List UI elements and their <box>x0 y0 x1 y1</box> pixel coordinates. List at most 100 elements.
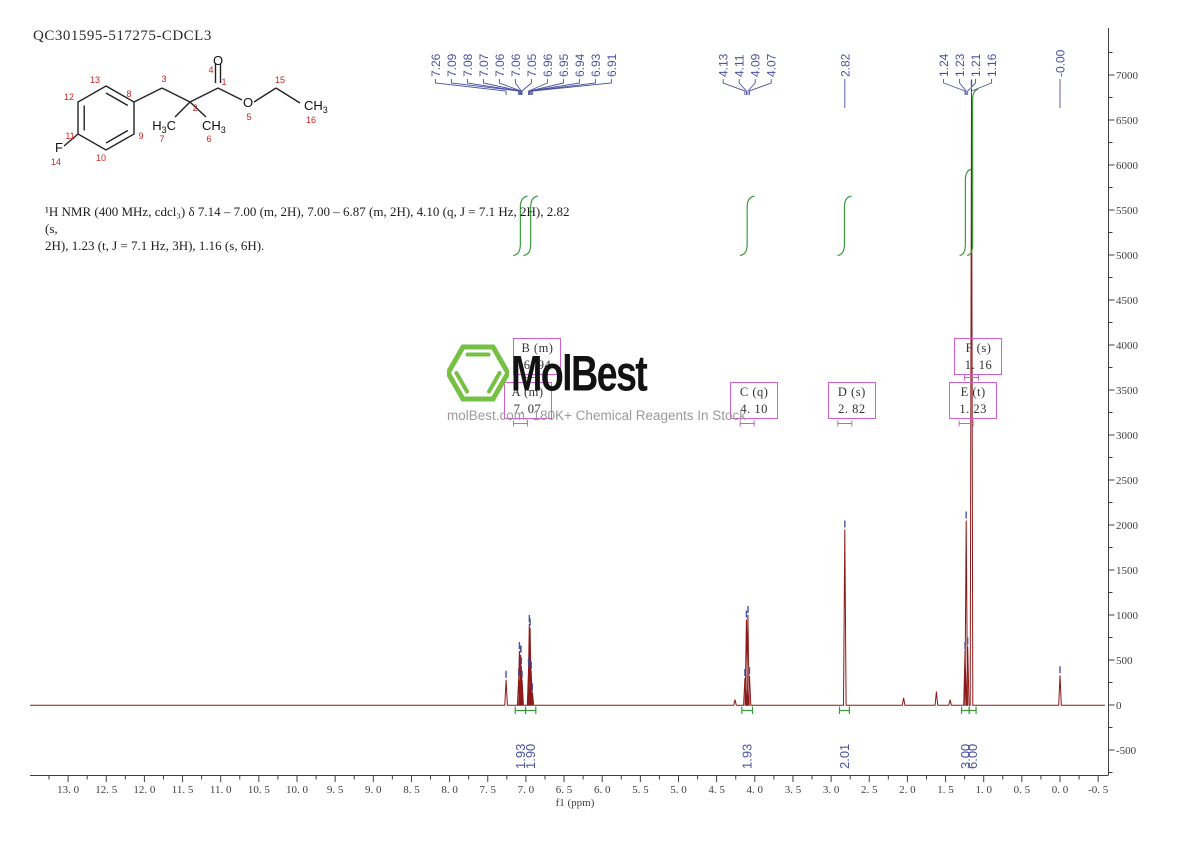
nmr-text-line2: 2H), 1.23 (t, J = 7.1 Hz, 3H), 1.16 (s, … <box>45 238 265 253</box>
svg-text:6: 6 <box>206 134 211 144</box>
x-axis-tick-label: 1. 0 <box>975 784 992 796</box>
y-axis-tick-label: 3000 <box>1116 430 1139 442</box>
peak-top-markers <box>505 79 1061 691</box>
x-axis-tick-label: 5. 0 <box>670 784 687 796</box>
peak-labels: 7.26 7.09 7.08 7.07 7.06 7.06 7.05 6.96 6.95 6.94… <box>429 49 1068 77</box>
y-axis-tick-label: 5500 <box>1116 205 1139 217</box>
svg-text:9: 9 <box>138 131 143 141</box>
assignment-value: 1. 23 <box>959 401 987 416</box>
peak-assignment-box-E: E (t) 1. 23 <box>949 382 998 419</box>
x-axis-tick-label: -0. 5 <box>1088 784 1109 796</box>
y-axis-tick-label: 6000 <box>1116 160 1139 172</box>
integration-value: 1.90 <box>523 744 538 769</box>
peak-label-fan-line <box>450 79 520 95</box>
peak-label: 2.82 <box>838 53 852 77</box>
peak-label: 6.91 <box>605 53 619 77</box>
atom-label-ester-o: O <box>243 95 253 110</box>
y-axis-tick-label: 1500 <box>1116 565 1139 577</box>
page-title: QC301595-517275-CDCL3 <box>33 28 212 44</box>
x-axis-tick-label: 5. 5 <box>632 784 649 796</box>
x-axis-tick-label: 0. 0 <box>1052 784 1069 796</box>
x-axis-tick-label: 10. 5 <box>248 784 271 796</box>
peak-label-fan-line <box>747 79 756 95</box>
peak-label-fan-line <box>528 79 548 95</box>
integration-value: 3.00 <box>958 744 973 769</box>
x-axis-tick-label: 13. 0 <box>57 784 80 796</box>
peak-label-fan-line <box>521 79 532 95</box>
x-axis-tick-label: 3. 5 <box>785 784 802 796</box>
assignment-label: F (s) <box>965 341 992 355</box>
y-axis-tick-label: -500 <box>1116 745 1137 757</box>
peak-label: 7.06 <box>493 53 507 77</box>
assignment-value: 6. 94 <box>523 357 552 372</box>
peak-label: 4.09 <box>749 53 763 77</box>
integral-curve <box>959 168 972 257</box>
y-axis-tick-label: 6500 <box>1116 115 1139 127</box>
peak-label-fan-line <box>529 79 580 95</box>
atom-label-fluorine: F <box>55 140 63 155</box>
svg-text:14: 14 <box>51 157 61 167</box>
x-axis-tick-label: 7. 5 <box>480 784 497 796</box>
peak-label: 7.05 <box>525 53 539 77</box>
x-axis-tick-label: 6. 0 <box>594 784 611 796</box>
molecule-structure-diagram: O O F H3C CH3 CH3 1 2 3 4 5 6 7 8 9 10 1… <box>51 53 328 167</box>
x-axis-tick-label: 9. 0 <box>365 784 382 796</box>
peak-label-fan-line <box>466 79 520 95</box>
y-axis-tick-label: 5000 <box>1116 250 1139 262</box>
peak-label-fan-line <box>959 79 967 95</box>
peak-label: 6.96 <box>541 53 555 77</box>
y-axis-tick-label: 4500 <box>1116 295 1139 307</box>
assignment-label: E (t) <box>960 385 986 399</box>
x-axis-tick-label: 4. 0 <box>747 784 764 796</box>
peak-label-fan-line <box>967 79 977 95</box>
x-axis-tick-label: 2. 0 <box>899 784 916 796</box>
svg-text:1: 1 <box>221 77 226 87</box>
peak-assignment-box-A: A (m) 7. 07 <box>503 382 552 419</box>
svg-text:10: 10 <box>96 153 106 163</box>
integral-curves <box>513 88 979 714</box>
x-axis-tick-label: 11. 5 <box>172 784 194 796</box>
peak-label: 7.09 <box>445 53 459 77</box>
svg-text:8: 8 <box>126 89 131 99</box>
integral-curve <box>967 88 979 257</box>
peak-assignment-box-F: F (s) 1. 16 <box>954 338 1003 375</box>
peak-label: 1.23 <box>953 53 967 77</box>
y-axis-tick-label: 3500 <box>1116 385 1139 397</box>
watermark-tagline: molBest.com, 180K+ Chemical Reagents In … <box>447 408 747 423</box>
atom-label-ethyl-ch3: CH3 <box>304 98 328 115</box>
assignment-value: 1. 16 <box>964 357 993 372</box>
assignment-label: C (q) <box>739 385 769 399</box>
peak-label: 1.21 <box>969 53 983 77</box>
x-axis-tick-label: 12. 5 <box>95 784 118 796</box>
x-axis-tick-label: 7. 0 <box>518 784 535 796</box>
peak-label-fan-line <box>738 79 747 95</box>
y-axis-tick-label: 4000 <box>1116 340 1139 352</box>
x-axis-tick-label: 4. 5 <box>708 784 725 796</box>
peak-assignment-box-C: C (q) 4. 10 <box>730 382 779 419</box>
peak-label: 7.26 <box>429 53 443 77</box>
peak-label-fan-line <box>530 79 596 95</box>
peak-label-fan-line <box>971 79 993 95</box>
watermark: MolBest molBest.com, 180K+ Chemical Reag… <box>447 340 746 423</box>
svg-text:15: 15 <box>275 75 285 85</box>
peak-label: 1.24 <box>937 53 951 77</box>
integral-curve <box>523 195 538 257</box>
assignment-label: B (m) <box>521 341 554 355</box>
peak-label-fan-line <box>514 79 522 95</box>
x-axis-tick-label: 6. 5 <box>556 784 573 796</box>
peak-label: 7.08 <box>461 53 475 77</box>
integral-curve <box>513 195 528 257</box>
atom-labels: O O F H3C CH3 CH3 <box>55 53 328 155</box>
y-axis-tick-label: 2000 <box>1116 520 1139 532</box>
svg-text:3: 3 <box>161 74 166 84</box>
integration-value: 1.93 <box>740 744 755 769</box>
peak-label-fans <box>434 79 1061 108</box>
peak-label: 4.11 <box>733 54 747 77</box>
peak-label: 4.13 <box>717 53 731 77</box>
peak-assignment-box-D: D (s) 2. 82 <box>827 382 876 419</box>
integral-curve <box>837 195 852 257</box>
peak-label: 6.94 <box>573 53 587 77</box>
watermark-logo-row: MolBest <box>447 340 746 406</box>
svg-text:13: 13 <box>90 75 100 85</box>
